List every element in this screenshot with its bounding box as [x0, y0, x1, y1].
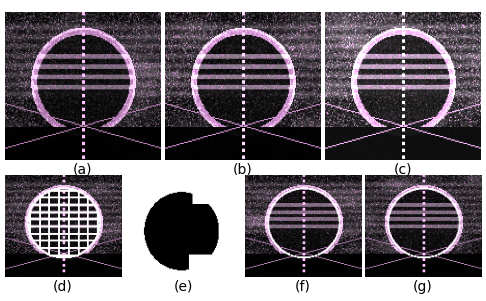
X-axis label: (c): (c) [394, 162, 413, 176]
X-axis label: (g): (g) [413, 280, 433, 294]
X-axis label: (f): (f) [295, 280, 311, 294]
X-axis label: (e): (e) [174, 280, 193, 294]
X-axis label: (d): (d) [53, 280, 73, 294]
X-axis label: (a): (a) [73, 162, 92, 176]
X-axis label: (b): (b) [233, 162, 253, 176]
